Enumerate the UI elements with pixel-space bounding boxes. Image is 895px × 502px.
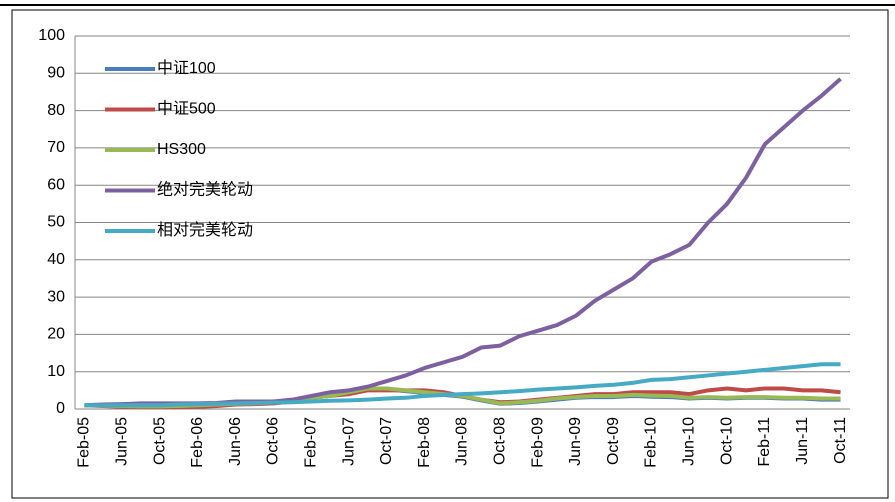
x-tick-label: Feb-10 [643,417,660,468]
x-tick-label: Oct-11 [832,417,849,464]
y-tick-label: 40 [47,251,65,268]
x-tick-label: Feb-06 [189,417,206,468]
y-tick-label: 30 [47,288,65,305]
y-tick-label: 50 [47,214,65,231]
x-tick-label: Jun-09 [567,417,584,466]
y-tick-label: 0 [56,400,65,417]
y-tick-label: 90 [47,65,65,82]
x-tick-label: Oct-08 [492,417,509,465]
y-tick-label: 10 [47,363,65,380]
x-tick-label: Jun-08 [454,417,471,466]
x-tick-label: Feb-07 [302,417,319,468]
chart-frame [11,9,889,499]
y-tick-label: 80 [47,102,65,119]
legend-label: 相对完美轮动 [157,221,253,239]
x-tick-label: Feb-09 [529,417,546,468]
x-tick-label: Jun-11 [794,417,811,465]
x-tick-label: Oct-06 [265,417,282,465]
x-tick-label: Jun-06 [227,417,244,466]
x-tick-label: Feb-05 [76,417,93,468]
x-tick-label: Feb-08 [416,417,433,468]
x-tick-label: Oct-10 [718,417,735,465]
x-tick-label: Jun-05 [113,417,130,466]
legend-label: 绝对完美轮动 [157,181,253,199]
y-tick-label: 70 [47,139,65,156]
x-tick-label: Feb-11 [756,417,773,467]
y-tick-label: 20 [47,326,65,343]
y-tick-label: 60 [47,176,65,193]
x-tick-label: Oct-07 [378,417,395,465]
legend-label: 中证100 [157,59,216,77]
legend-label: HS300 [157,141,206,158]
x-tick-label: Oct-09 [605,417,622,465]
series-line [84,362,841,408]
x-tick-label: Jun-10 [681,417,698,466]
y-tick-label: 100 [38,27,65,44]
series-line [84,77,842,408]
x-tick-label: Oct-05 [151,417,168,465]
legend-label: 中证500 [157,100,216,118]
x-tick-label: Jun-07 [340,417,357,466]
